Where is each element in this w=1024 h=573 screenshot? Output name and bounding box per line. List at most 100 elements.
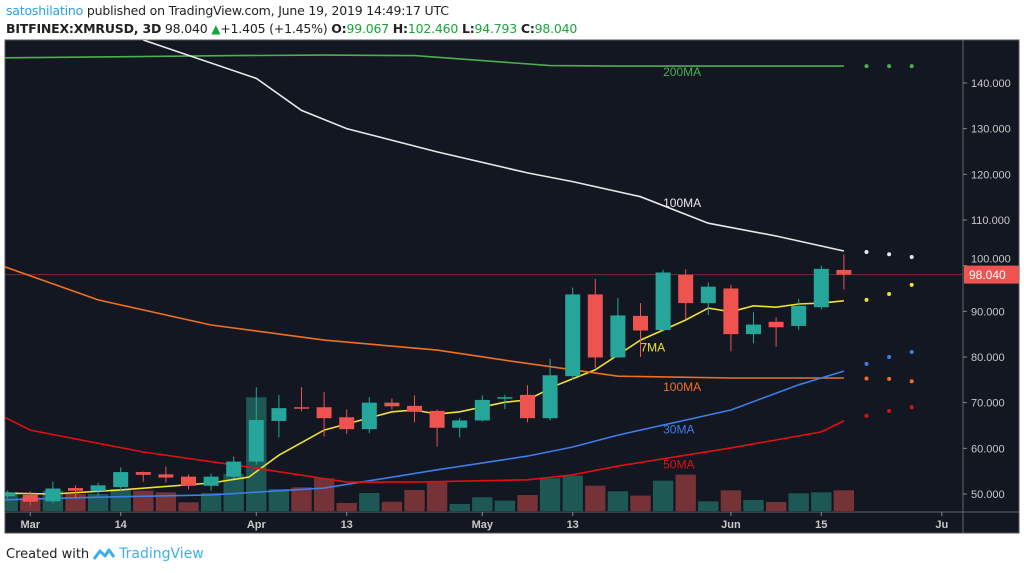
volume-bar [765,501,787,512]
x-tick-label: 13 [567,519,579,531]
y-tick-label: 110.000 [971,215,1010,227]
candle [384,398,400,410]
candle-body [407,405,422,412]
open-label: O: [331,21,347,36]
candle [429,409,445,447]
x-tick-label: May [472,519,494,531]
y-tick-label: 70.000 [971,398,1005,410]
candle-body [181,476,196,486]
candle-body [22,494,38,502]
volume-bar [381,501,403,512]
candle [248,387,264,465]
x-tick-label: 15 [815,519,827,531]
ma-projection-dot [864,297,869,302]
volume-bar [516,494,539,512]
candle-body [316,407,332,419]
candle [158,466,174,483]
ma-projection-dot [864,376,869,381]
volume-bar [810,491,833,512]
volume-bar [155,491,177,512]
candle [768,317,784,347]
candle-body [813,268,829,308]
ma-projection-dot [887,252,892,257]
candle-body [203,476,219,486]
candle-body [587,294,603,358]
symbol-legend: BITFINEX:XMRUSD, 3D 98.040 ▲+1.405 (+1.4… [6,21,577,37]
candle-body [271,408,287,421]
candle [723,284,739,352]
volume-bar [358,492,381,512]
x-tick-label: 14 [115,519,128,531]
y-tick-label: 80.000 [971,352,1005,364]
created-with-text: Created with [6,546,90,562]
candle-body [610,315,626,358]
volume-bar [200,492,222,512]
ma-projection-dot [909,254,914,259]
volume-bar [833,489,855,512]
candle [655,269,671,332]
ma-projection-dot [864,413,869,418]
x-tick-label: 13 [341,519,353,531]
candle [836,254,852,290]
ma-projection-dot [887,376,892,381]
candle-body [497,397,513,399]
candle [339,409,355,435]
volume-bar [268,488,290,512]
ma-projection-dot [909,379,914,384]
ma-projection-dot [909,282,914,287]
candle-body [226,461,242,477]
plot-area [5,40,963,512]
candle [587,278,603,368]
candle-body [678,274,694,304]
tradingview-link[interactable]: TradingView [119,546,204,562]
publish-info: satoshilatino published on TradingView.c… [6,3,449,18]
y-tick-label: 130.000 [971,124,1011,136]
candle-body [452,420,468,428]
candle-body [655,272,671,331]
candle-body [135,472,151,475]
ma-line-100ma [143,40,845,252]
candle-body [158,474,174,478]
candle [678,269,694,320]
x-tick-label: Apr [247,519,267,531]
low-label: L: [461,21,475,36]
chart-background [5,40,1019,533]
candle-body [723,288,739,335]
candle-body [746,324,761,335]
ma-label: 30MA [663,423,694,437]
price-chart[interactable]: 140.000 130.000 120.000 110.000 100.000 90.00… [0,38,1024,538]
ma-projection-dot [909,349,914,354]
tradingview-logo-icon [93,548,116,560]
author-link[interactable]: satoshilatino [6,3,84,18]
symbol-name: BITFINEX:XMRUSD, 3D [6,21,162,36]
close-value: 98.040 [534,21,578,36]
volume-bar [403,489,426,512]
volume-bar [584,485,607,512]
candle-body [45,488,61,502]
ma-projection-dot [864,249,869,254]
ma-label: 100MA [663,196,701,210]
candle [90,482,106,496]
footer: Created with TradingView [6,546,204,562]
candle-body [384,402,400,407]
x-tick-label: Jun [721,519,741,531]
last-price: 98.040 [164,21,208,36]
candle-body [294,407,309,409]
candle [813,265,829,310]
candle [520,385,535,423]
volume-bar [697,500,720,512]
volume-bar [177,501,200,512]
candle [746,312,761,344]
ma-label: 50MA [663,457,694,471]
candle-body [565,294,581,377]
candle-body [836,269,852,275]
candle [22,491,38,506]
published-text: published on TradingView.com, June 19, 2… [86,3,449,18]
candle-body [339,417,355,430]
price-change: +1.405 (+1.45%) [220,21,328,36]
candle [452,418,468,438]
candle [610,298,626,358]
ma-projection-dot [887,408,892,413]
volume-bar [720,489,742,512]
last-price-badge [964,265,1019,284]
